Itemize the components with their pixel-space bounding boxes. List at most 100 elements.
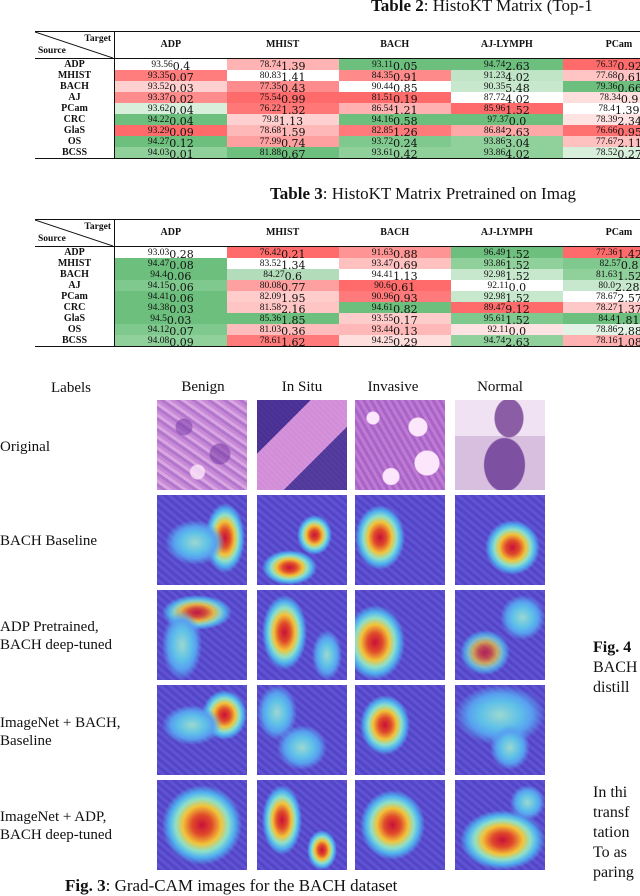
cell-std: 0.88 (393, 248, 418, 258)
original-in-situ-image (257, 400, 347, 490)
cell-value: 82.09 (259, 292, 282, 302)
cell-value: 82.85 (371, 126, 394, 136)
cell-std: 0.58 (393, 115, 418, 125)
cell-std: 0.69 (393, 259, 418, 269)
table-row: BCSS 94.030.01 81.880.67 93.610.42 93.864.02… (35, 147, 640, 159)
table3-caption-text: : HistoKT Matrix Pretrained on Imag (322, 184, 576, 203)
cell-std: 4.02 (505, 71, 530, 81)
row-header: AJ (35, 92, 115, 103)
figure3-caption: Fig. 3: Grad-CAM images for the BACH dat… (65, 876, 397, 896)
gradcam-imagenet-adp-invasive (355, 780, 445, 870)
heatmap-cell: 94.030.01 (114, 147, 227, 159)
heatmap-cell: 94.250.29 (338, 335, 451, 347)
cell-std: 0.36 (281, 325, 306, 335)
heatmap-cell: 93.470.69 (338, 258, 451, 269)
cell-std: 1.39 (614, 104, 640, 114)
cell-std: 0.07 (169, 71, 194, 81)
heatmap-cell: 84.270.6 (226, 269, 339, 280)
column-label-in-situ: In Situ (281, 379, 323, 395)
cell-std: 1.85 (281, 314, 306, 324)
cell-std: 0.93 (393, 292, 418, 302)
original-invasive-image (355, 400, 445, 490)
heatmap-cell: 92.110.0 (450, 280, 563, 291)
heatmap-cell: 84.41.81 (562, 313, 640, 324)
cell-value: 93.29 (147, 126, 170, 136)
original-normal-image (455, 400, 545, 490)
heatmap-cell: 93.560.4 (114, 58, 227, 70)
cell-std: 5.48 (505, 82, 530, 92)
table-row: AJ 93.370.02 75.540.99 81.510.19 87.724.02 78… (35, 92, 640, 103)
row-label-imagenet-adp: ImageNet + ADP, BACH deep-tuned (0, 809, 113, 843)
heatmap-cell: 78.392.34 (562, 114, 640, 125)
cell-std: 1.41 (281, 71, 306, 81)
cell-std: 0.74 (281, 137, 306, 147)
table-row: PCam 93.620.04 76.221.32 86.541.21 85.961.52… (35, 103, 640, 114)
target-label: Target (84, 222, 111, 232)
cell-std: 0.61 (617, 71, 640, 81)
cell-value: 82.57 (599, 259, 621, 269)
cell-value: 90.35 (483, 82, 506, 92)
heatmap-cell: 78.611.62 (226, 335, 339, 347)
heatmap-cell: 77.350.43 (226, 81, 339, 92)
cell-std: 0.77 (281, 281, 306, 291)
table-row: CRC 94.380.03 81.582.16 94.610.82 89.479.12 7… (35, 302, 640, 313)
heatmap-cell: 94.470.08 (114, 258, 227, 269)
cell-value: 90.96 (371, 292, 394, 302)
cell-std: 0.29 (393, 336, 418, 347)
heatmap-cell: 77.680.61 (562, 70, 640, 81)
cell-std: 0.0 (508, 115, 527, 125)
table-row: ADP 93.560.4 78.741.39 93.110.05 94.742.63 76… (35, 58, 640, 70)
heatmap-cell: 78.340.9 (562, 92, 640, 103)
cell-value: 84.27 (263, 270, 285, 280)
heatmap-cell: 81.030.36 (226, 324, 339, 335)
cell-value: 94.5 (150, 314, 167, 324)
table-row: ADP 93.030.28 76.420.21 91.630.88 96.491.52 7… (35, 246, 640, 258)
heatmap-cell: 94.120.07 (114, 324, 227, 335)
cell-value: 92.98 (483, 270, 506, 280)
cell-value: 76.37 (595, 60, 618, 70)
cell-value: 78.52 (595, 148, 618, 158)
heatmap-cell: 80.831.41 (226, 70, 339, 81)
table-row: GlaS 94.50.03 85.361.85 93.550.17 95.611.52 8… (35, 313, 640, 324)
heatmap-cell: 94.080.09 (114, 335, 227, 347)
cell-value: 79.36 (595, 82, 618, 92)
table2-caption-text: : HistoKT Matrix (Top-1 (423, 0, 593, 15)
cell-std: 2.88 (617, 325, 640, 335)
cell-value: 86.84 (483, 126, 506, 136)
cell-std: 1.34 (281, 259, 306, 269)
table-row: MHIST 94.470.08 83.521.34 93.470.69 93.861.5… (35, 258, 640, 269)
cell-value: 93.35 (147, 71, 170, 81)
heatmap-cell: 93.861.52 (450, 258, 563, 269)
heatmap-cell: 94.150.06 (114, 280, 227, 291)
heatmap-cell: 79.81.13 (226, 114, 339, 125)
heatmap-cell: 93.620.04 (114, 103, 227, 114)
cell-std: 0.13 (393, 325, 418, 335)
cell-std: 0.06 (166, 270, 192, 280)
cell-std: 0.02 (169, 93, 194, 103)
cell-value: 94.4 (150, 270, 167, 280)
heatmap-cell: 76.221.32 (226, 103, 339, 114)
heatmap-cell: 97.370.0 (450, 114, 563, 125)
cell-std: 0.82 (393, 303, 418, 313)
row-label-original: Original (0, 439, 50, 455)
column-label-benign: Benign (181, 379, 225, 395)
diagonal-divider (35, 32, 113, 58)
cell-std: 0.03 (166, 314, 192, 324)
cell-value: 76.42 (259, 248, 282, 258)
cell-std: 1.81 (614, 314, 640, 324)
cell-std: 1.52 (505, 259, 530, 269)
table2-heatmap: Target Source ADP MHIST BACH AJ-LYMPH PC… (35, 31, 640, 159)
cell-std: 0.09 (169, 126, 194, 136)
heatmap-cell: 92.981.52 (450, 291, 563, 302)
heatmap-cell: 96.491.52 (450, 246, 563, 258)
heatmap-cell: 93.520.03 (114, 81, 227, 92)
fig4-caption-fragment: Fig. 4 BACH distill (593, 639, 638, 696)
cell-std: 1.52 (505, 104, 530, 114)
cell-value: 76.66 (595, 126, 618, 136)
table-row: OS 94.270.12 77.990.74 93.720.24 93.863.04 77… (35, 136, 640, 147)
row-label-imagenet-bach: ImageNet + BACH, Baseline (0, 715, 121, 749)
heatmap-cell: 90.960.93 (338, 291, 451, 302)
cell-std: 0.06 (169, 281, 194, 291)
column-header: ADP (160, 39, 182, 50)
heatmap-cell: 90.60.61 (338, 280, 451, 291)
